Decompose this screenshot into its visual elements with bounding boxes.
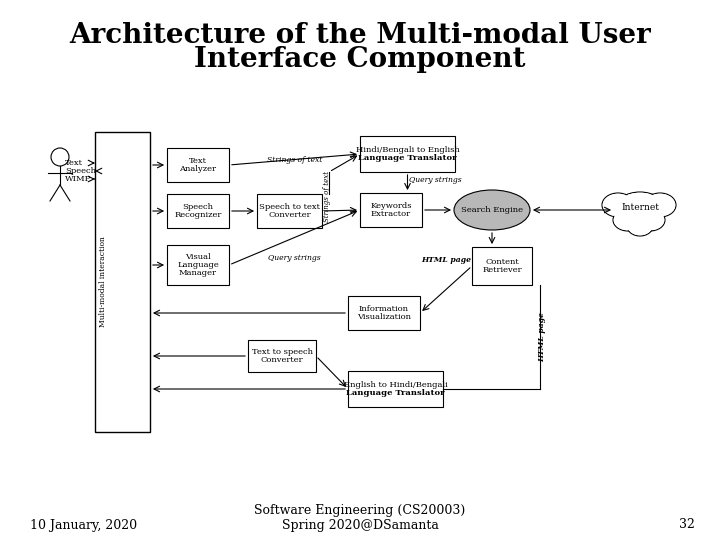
Text: Speech: Speech [65, 167, 96, 175]
Text: Text: Text [65, 159, 83, 167]
FancyBboxPatch shape [167, 194, 229, 228]
Text: Interface Component: Interface Component [194, 46, 526, 73]
Text: 32: 32 [679, 518, 695, 531]
Text: Retriever: Retriever [482, 266, 522, 274]
Ellipse shape [644, 193, 676, 217]
Text: Strings of text: Strings of text [267, 156, 322, 164]
Text: HTML page: HTML page [421, 256, 471, 264]
FancyBboxPatch shape [472, 247, 532, 285]
Text: Architecture of the Multi-modal User: Architecture of the Multi-modal User [69, 22, 651, 49]
Text: Text to speech: Text to speech [251, 348, 312, 356]
Text: Hindi/Bengali to English: Hindi/Bengali to English [356, 146, 459, 154]
Text: Internet: Internet [621, 204, 659, 213]
FancyBboxPatch shape [248, 340, 316, 372]
Ellipse shape [613, 210, 642, 230]
Text: 10 January, 2020: 10 January, 2020 [30, 518, 137, 531]
Text: Query strings: Query strings [409, 176, 462, 184]
Ellipse shape [602, 193, 634, 217]
Text: Converter: Converter [261, 356, 303, 364]
Text: Extractor: Extractor [371, 210, 411, 218]
Text: Search Engine: Search Engine [461, 206, 523, 214]
Ellipse shape [613, 209, 643, 231]
FancyBboxPatch shape [95, 132, 150, 432]
FancyBboxPatch shape [348, 296, 420, 330]
Text: Manager: Manager [179, 269, 217, 277]
Ellipse shape [614, 192, 666, 228]
Text: Strings of text: Strings of text [323, 171, 331, 221]
Text: Content: Content [485, 258, 519, 266]
Ellipse shape [628, 217, 652, 235]
FancyBboxPatch shape [257, 194, 322, 228]
FancyBboxPatch shape [167, 148, 229, 182]
Text: Speech: Speech [182, 203, 214, 211]
Text: Language Translator: Language Translator [346, 389, 445, 397]
Text: Converter: Converter [268, 211, 311, 219]
FancyBboxPatch shape [360, 193, 422, 227]
Text: Visualization: Visualization [357, 313, 411, 321]
Text: Speech to text: Speech to text [259, 203, 320, 211]
Text: Language: Language [177, 261, 219, 269]
Text: Text: Text [189, 157, 207, 165]
FancyBboxPatch shape [360, 136, 455, 172]
FancyBboxPatch shape [167, 245, 229, 285]
Text: Analyzer: Analyzer [179, 165, 217, 173]
Ellipse shape [635, 209, 665, 231]
Text: Information: Information [359, 305, 409, 313]
Text: WIMP: WIMP [65, 175, 91, 183]
Ellipse shape [603, 194, 634, 216]
Text: Recognizer: Recognizer [174, 211, 222, 219]
Ellipse shape [644, 194, 675, 216]
FancyBboxPatch shape [348, 371, 443, 407]
Text: Query strings: Query strings [268, 254, 321, 262]
Text: Multi-modal interaction: Multi-modal interaction [99, 237, 107, 327]
Ellipse shape [627, 216, 653, 236]
Text: English to Hindi/Bengali: English to Hindi/Bengali [343, 381, 447, 389]
Ellipse shape [454, 190, 530, 230]
Text: HTML page: HTML page [538, 313, 546, 362]
Text: Visual: Visual [185, 253, 211, 261]
Ellipse shape [615, 193, 665, 227]
Text: Language Translator: Language Translator [359, 154, 456, 162]
Text: Keywords: Keywords [370, 202, 412, 210]
Ellipse shape [636, 210, 665, 230]
Text: Software Engineering (CS20003)
Spring 2020@DSamanta: Software Engineering (CS20003) Spring 20… [254, 504, 466, 532]
